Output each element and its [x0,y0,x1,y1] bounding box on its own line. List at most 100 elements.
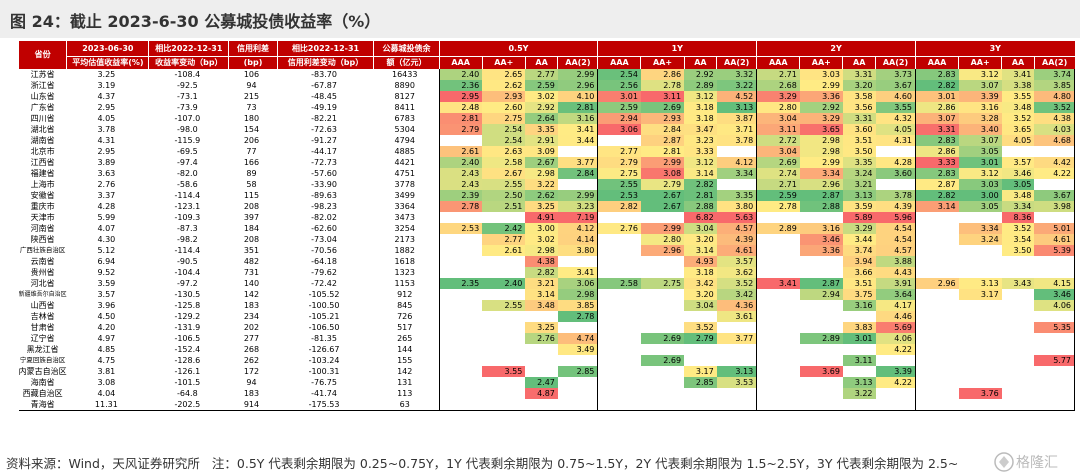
cell-y3-grade-1 [959,344,1002,355]
cell-chg-spread: -49.19 [311,103,337,112]
cell-y3-grade-0 [914,300,959,311]
cell-y1-grade-1 [641,388,684,399]
header-chg-yield: 收益率变动（bp） [148,56,229,69]
cell-y3-grade-1: 3.28 [958,113,1002,124]
cell-balance: 142 [397,367,413,376]
cell-chg-spread: -79.62 [311,268,337,277]
cell-y1-grade-2: 2.92 [684,69,717,80]
cell-chg-yield: -130.5 [174,290,201,299]
cell-y05-grade-2: 3.09 [525,146,558,157]
cell-y05-grade-0 [438,333,483,344]
cell-avg: 3.57 [97,290,116,299]
cell-avg: 11.31 [66,399,149,411]
cell-y3-grade-1: 3.05 [958,146,1002,157]
cell-chg-spread: -73.04 [311,235,337,244]
table-row: 天津市 5.99 -109.3 397 -82.02 3473 4.91 7.19 6.82 5.… [19,212,1076,223]
cell-y05-grade-1: 2.58 [482,157,526,168]
watermark-logo-icon [994,452,1014,472]
cell-spread: 208 [243,202,260,211]
cell-y3-grade-0 [914,377,959,388]
header-balance-unit: 额（亿元） [373,56,440,69]
cell-balance: 3254 [394,224,415,233]
cell-y3-grade-3: 3.85 [1034,80,1076,91]
cell-spread: 106 [243,70,260,79]
cell-y1-grade-0 [597,300,641,311]
cell-y3-grade-3: 4.22 [1034,168,1076,179]
cell-y2-grade-2 [843,311,876,322]
cell-y1-grade-1: 2.81 [640,146,685,157]
cell-y05-grade-2: 2.47 [525,377,558,388]
cell-y05-grade-3: 2.96 [557,80,598,91]
header-tenor-2y: 2Y [756,40,916,57]
cell-y2-grade-3: 4.22 [875,377,916,388]
cell-y3-grade-3: 5.01 [1034,223,1076,234]
cell-y05-grade-2: 2.91 [525,135,558,146]
cell-y3-grade-2 [1002,289,1035,300]
note-text: 注：0.5Y 代表剩余期限为 0.25~0.75Y，1Y 代表剩余期限为 0.7… [211,456,959,471]
cell-y3-grade-3 [1034,388,1076,399]
cell-chg-spread: -100.50 [308,301,340,310]
table-row: 山东省 4.37 -73.1 215 -48.45 8127 2.95 2.93 3.02 4.1… [19,91,1076,102]
cell-province: 贵州省 [30,268,55,277]
cell-balance: 3499 [394,191,415,200]
cell-y3-grade-1: 3.12 [958,69,1002,80]
cell-y2-grade-2: 3.31 [842,69,876,80]
cell-province: 西藏自治区 [22,389,63,398]
cell-y3-grade-2: 3.34 [1001,201,1035,212]
cell-chg-yield: -73.9 [176,103,198,112]
cell-y1-grade-3: 3.32 [716,69,757,80]
cell-y05-grade-2 [525,366,558,377]
cell-y3-grade-2 [1002,300,1035,311]
cell-chg-yield: -97.2 [176,279,198,288]
cell-y05-grade-1: 2.75 [482,113,526,124]
cell-balance: 1323 [394,268,415,277]
cell-y05-grade-0 [438,311,483,322]
cell-y05-grade-3: 4.12 [557,223,598,234]
cell-y1-grade-2: 3.04 [684,300,717,311]
cell-y1-grade-0 [597,333,641,344]
cell-y05-grade-1 [482,322,525,333]
cell-y2-grade-1 [800,388,843,399]
cell-y1-grade-3: 3.61 [716,311,757,322]
cell-y05-grade-3: 4.10 [557,91,598,102]
cell-y05-grade-2: 3.00 [525,223,558,234]
cell-y1-grade-0 [597,135,641,146]
cell-y1-grade-1 [641,267,684,278]
cell-y3-grade-0 [914,355,959,366]
cell-y1-grade-0: 2.76 [597,223,641,234]
cell-y05-grade-0 [438,267,483,278]
cell-y05-grade-0 [438,355,483,366]
cell-y2-grade-0 [756,388,800,399]
cell-y05-grade-3 [558,355,598,366]
cell-y3-grade-2 [1002,322,1035,333]
cell-y05-grade-3: 2.84 [557,168,598,179]
cell-province: 海南省 [30,378,55,387]
cell-chg-spread: -72.42 [311,279,337,288]
cell-chg-spread: -70.56 [311,246,337,255]
cell-y2-grade-1: 2.92 [799,102,843,113]
cell-y1-grade-0 [597,322,641,333]
cell-y2-grade-3: 3.73 [875,69,916,80]
cell-province: 湖北省 [30,125,55,134]
cell-chg-spread: -98.23 [311,202,337,211]
cell-y3-grade-1: 3.05 [958,201,1002,212]
header-grade-3y-2: AA [1001,56,1035,69]
cell-y3-grade-2 [1002,366,1035,377]
cell-y05-grade-0 [438,256,483,267]
cell-y3-grade-0: 2.86 [914,102,959,113]
cell-y3-grade-1 [959,212,1002,223]
cell-y3-grade-2: 3.43 [1001,278,1035,289]
cell-spread: 202 [243,323,260,332]
cell-y2-grade-1: 2.98 [799,135,843,146]
cell-y3-grade-1: 3.39 [958,91,1002,102]
cell-y05-grade-0 [438,322,483,333]
cell-y3-grade-1: 3.01 [958,157,1002,168]
cell-y1-grade-3: 3.87 [716,113,757,124]
cell-chg-spread: -64.18 [311,257,337,266]
cell-chg-spread: -67.87 [311,81,337,90]
cell-y2-grade-0 [756,333,800,344]
cell-y1-grade-0: 2.77 [597,146,641,157]
cell-y2-grade-1 [800,212,843,223]
cell-province: 湖南省 [30,136,55,145]
cell-y1-grade-2 [684,311,717,322]
